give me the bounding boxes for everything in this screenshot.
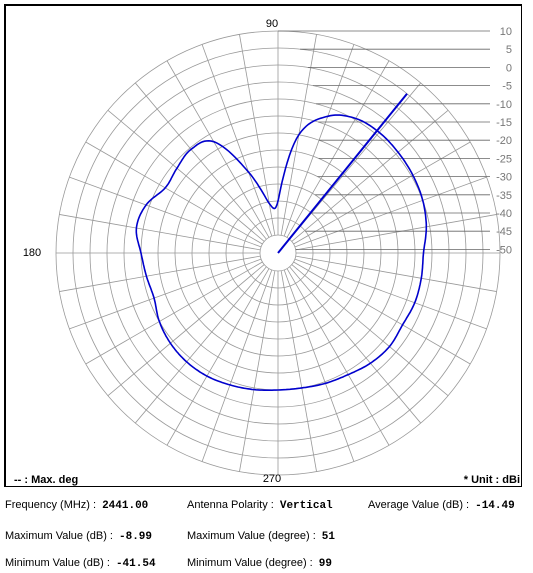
radial-tick-label: 5 (506, 44, 512, 56)
min-db-label: Minimum Value (dB) : (5, 557, 110, 569)
grid-spoke (294, 176, 487, 248)
radial-tick-label: 0 (506, 62, 512, 74)
min-deg-label: Minimum Value (degree) : (187, 557, 313, 569)
grid-spoke (59, 214, 261, 251)
angle-label-270: 270 (263, 473, 281, 485)
min-deg-field: Minimum Value (degree) : 99 (187, 557, 332, 570)
radial-tick-label: -30 (496, 172, 512, 184)
radial-tick-label: -15 (496, 117, 512, 129)
grid-spoke (291, 264, 449, 397)
grid-spoke (295, 214, 497, 251)
radial-tick-label: -45 (496, 226, 512, 238)
radial-tick-label: -40 (496, 208, 512, 220)
legend-max-deg: -- : Max. deg (14, 474, 78, 486)
grid-spoke (280, 270, 317, 472)
radial-tick-label: -20 (496, 135, 512, 147)
radial-tick-label: -50 (496, 244, 512, 256)
angle-label-90: 90 (266, 18, 278, 30)
max-deg-label: Maximum Value (degree) : (187, 530, 316, 542)
min-db-value: -41.54 (115, 558, 156, 570)
polarity-field: Antenna Polarity : Vertical (187, 499, 333, 512)
grid-spoke (85, 141, 263, 245)
max-db-value: -8.99 (119, 531, 153, 543)
series-layer (135, 93, 428, 391)
grid-spoke (166, 60, 270, 238)
grid-spoke (239, 270, 276, 472)
grid-spoke (201, 44, 273, 237)
grid-spoke (134, 266, 267, 424)
average-value: -14.49 (475, 500, 515, 512)
grid-spoke (69, 258, 262, 330)
grid-spoke (166, 268, 270, 446)
grid-spoke (283, 269, 355, 462)
radial-tick-label: -5 (502, 81, 512, 93)
max-degree-marker-line (277, 93, 408, 254)
polarity-label: Antenna Polarity : (187, 499, 274, 511)
frequency-value: 2441.00 (102, 500, 149, 512)
max-deg-value: 51 (321, 531, 335, 543)
grid-spoke (85, 261, 263, 365)
grid-spoke (286, 60, 390, 238)
min-db-field: Minimum Value (dB) : -41.54 (5, 557, 156, 570)
grid-spoke (289, 266, 422, 424)
grid-spoke (134, 82, 267, 240)
radial-tick-label: 10 (500, 26, 512, 38)
grid-spoke (293, 261, 471, 365)
polar-grid (55, 30, 501, 476)
grid-spoke (69, 176, 262, 248)
grid-spoke (286, 268, 390, 446)
grid-spoke (59, 255, 261, 292)
grid-spoke (107, 264, 265, 397)
grid-spoke (201, 269, 273, 462)
plot-frame: 10 5 0 -5 -10 -15 -20 -25 -30 -35 -40 -45 -50 90 180… (4, 4, 522, 487)
max-deg-field: Maximum Value (degree) : 51 (187, 530, 335, 543)
pattern-series-line (135, 114, 428, 391)
average-field: Average Value (dB) : -14.49 (368, 499, 515, 512)
max-db-label: Maximum Value (dB) : (5, 530, 113, 542)
radial-tick-label: -35 (496, 190, 512, 202)
grid-spoke (107, 109, 265, 242)
radial-tick-labels: 10 5 0 -5 -10 -15 -20 -25 -30 -35 -40 -45 -50 (278, 26, 512, 256)
average-label: Average Value (dB) : (368, 499, 470, 511)
grid-spoke (295, 255, 497, 292)
max-db-field: Maximum Value (dB) : -8.99 (5, 530, 152, 543)
frequency-label: Frequency (MHz) : (5, 499, 97, 511)
frequency-field: Frequency (MHz) : 2441.00 (5, 499, 148, 512)
min-deg-value: 99 (318, 558, 332, 570)
angle-label-180: 180 (23, 247, 41, 259)
radial-tick-label: -25 (496, 153, 512, 165)
unit-label: * Unit : dBi (464, 474, 520, 486)
polar-chart: 10 5 0 -5 -10 -15 -20 -25 -30 -35 -40 -45 -50 90 180… (14, 18, 520, 486)
grid-spoke (291, 109, 449, 242)
radial-tick-label: -10 (496, 99, 512, 111)
grid-spoke (294, 258, 487, 330)
polarity-value: Vertical (279, 500, 333, 512)
grid-spoke (293, 141, 471, 245)
